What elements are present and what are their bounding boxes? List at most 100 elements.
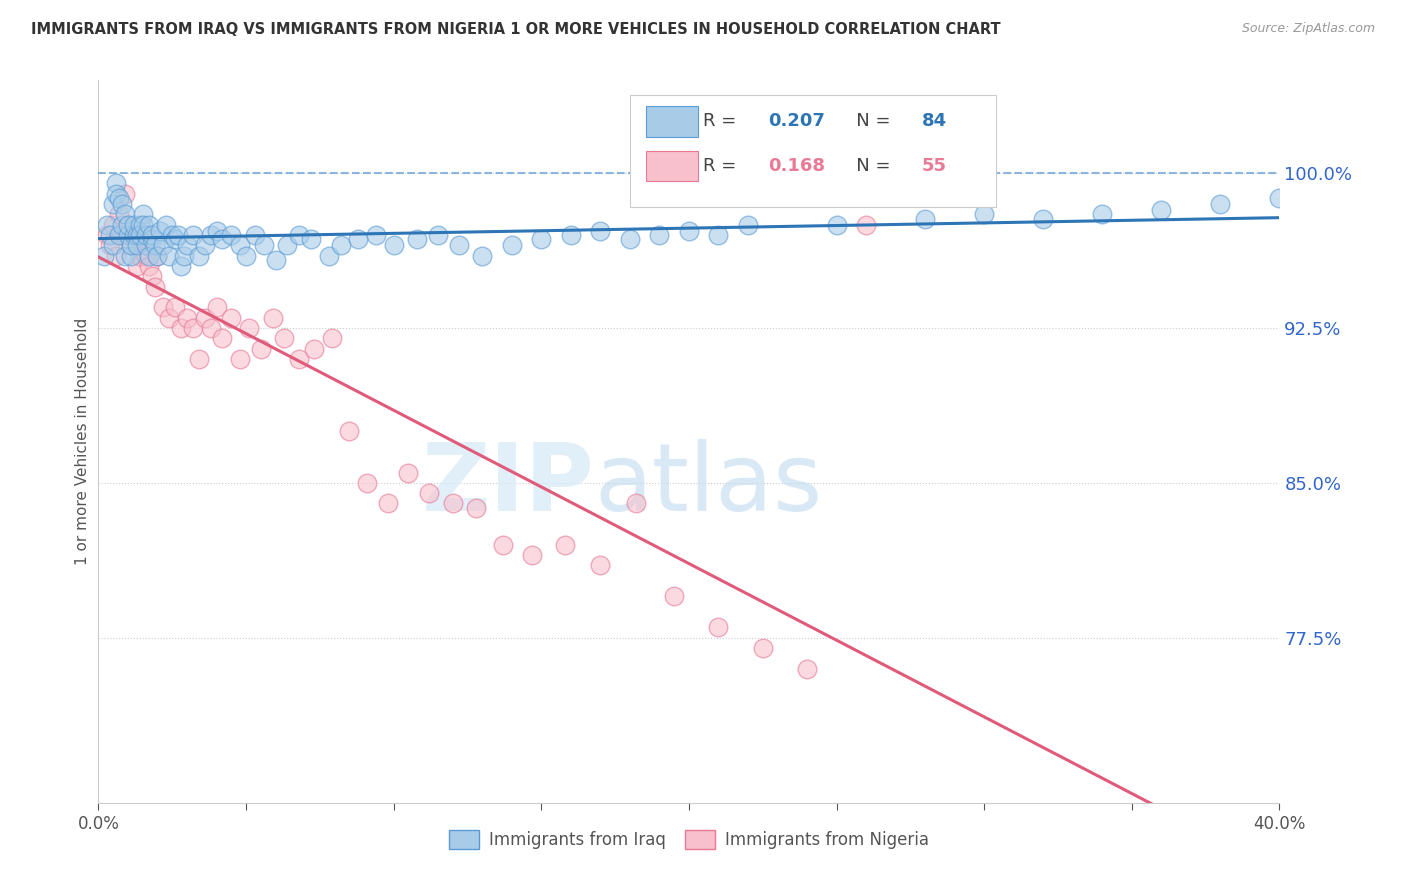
Text: 55: 55 xyxy=(921,157,946,175)
Point xyxy=(229,351,252,366)
Point xyxy=(347,232,370,246)
Point xyxy=(589,558,612,573)
Point xyxy=(128,228,150,243)
Point xyxy=(522,548,544,562)
Point xyxy=(149,224,172,238)
Point xyxy=(152,301,174,315)
Point xyxy=(105,249,128,263)
Point xyxy=(243,228,266,243)
Text: 84: 84 xyxy=(921,112,946,130)
Point xyxy=(329,238,352,252)
Point xyxy=(105,186,128,201)
Point xyxy=(138,249,160,263)
Point xyxy=(619,232,641,246)
Point xyxy=(250,342,273,356)
Point xyxy=(170,321,193,335)
Point xyxy=(120,238,142,252)
Point xyxy=(103,238,125,252)
Point xyxy=(125,238,148,252)
Point xyxy=(165,232,187,246)
Text: N =: N = xyxy=(839,157,896,175)
Point xyxy=(135,238,157,252)
Text: 0.207: 0.207 xyxy=(768,112,825,130)
Point xyxy=(973,207,995,221)
Point xyxy=(471,249,494,263)
Point xyxy=(96,228,118,243)
Point xyxy=(125,228,148,243)
Point xyxy=(321,331,343,345)
Point xyxy=(120,249,142,263)
Point xyxy=(648,228,671,243)
Point xyxy=(157,310,180,325)
Point xyxy=(707,228,730,243)
Point xyxy=(194,310,217,325)
Point xyxy=(273,331,295,345)
Text: N =: N = xyxy=(839,112,896,130)
Point xyxy=(221,228,243,243)
Point xyxy=(262,310,284,325)
Point xyxy=(135,249,157,263)
Point xyxy=(530,232,553,246)
Point xyxy=(155,218,177,232)
Point xyxy=(167,228,190,243)
Point xyxy=(103,197,125,211)
Point xyxy=(382,238,405,252)
Point xyxy=(235,249,257,263)
Point xyxy=(356,475,378,490)
Legend: Immigrants from Iraq, Immigrants from Nigeria: Immigrants from Iraq, Immigrants from Ni… xyxy=(441,823,936,856)
Point xyxy=(138,218,160,232)
Point xyxy=(406,232,429,246)
Text: atlas: atlas xyxy=(595,439,823,531)
Point xyxy=(111,197,134,211)
Point xyxy=(98,238,121,252)
Point xyxy=(108,228,131,243)
Point xyxy=(117,218,139,232)
Point xyxy=(492,538,515,552)
Point xyxy=(825,218,848,232)
Point xyxy=(128,249,150,263)
Point xyxy=(103,218,125,232)
Point xyxy=(554,538,576,552)
Point xyxy=(187,249,209,263)
Point xyxy=(318,249,340,263)
Point xyxy=(441,496,464,510)
Point xyxy=(427,228,450,243)
Point xyxy=(187,351,209,366)
Point xyxy=(589,224,612,238)
Point xyxy=(211,232,233,246)
Point xyxy=(181,321,204,335)
Point xyxy=(114,207,136,221)
Point xyxy=(302,342,325,356)
Point xyxy=(96,218,118,232)
Point xyxy=(1150,203,1173,218)
Point xyxy=(288,228,311,243)
Point xyxy=(200,228,222,243)
Point xyxy=(299,232,322,246)
Point xyxy=(398,466,420,480)
Point xyxy=(135,228,157,243)
Point xyxy=(173,249,195,263)
Point xyxy=(501,238,523,252)
Text: R =: R = xyxy=(703,112,742,130)
Y-axis label: 1 or more Vehicles in Household: 1 or more Vehicles in Household xyxy=(75,318,90,566)
Point xyxy=(205,301,228,315)
Point xyxy=(221,310,243,325)
Point xyxy=(152,238,174,252)
FancyBboxPatch shape xyxy=(647,106,699,136)
Text: 0.168: 0.168 xyxy=(768,157,825,175)
Point xyxy=(114,186,136,201)
Point xyxy=(276,238,298,252)
Point xyxy=(288,351,311,366)
Point xyxy=(143,279,166,293)
Point xyxy=(707,620,730,634)
Point xyxy=(146,249,169,263)
Point xyxy=(752,640,775,655)
Point xyxy=(143,238,166,252)
Point xyxy=(111,228,134,243)
Point xyxy=(120,238,142,252)
Point xyxy=(108,191,131,205)
Point xyxy=(170,259,193,273)
Point xyxy=(176,310,198,325)
Point xyxy=(165,301,187,315)
Point xyxy=(125,259,148,273)
